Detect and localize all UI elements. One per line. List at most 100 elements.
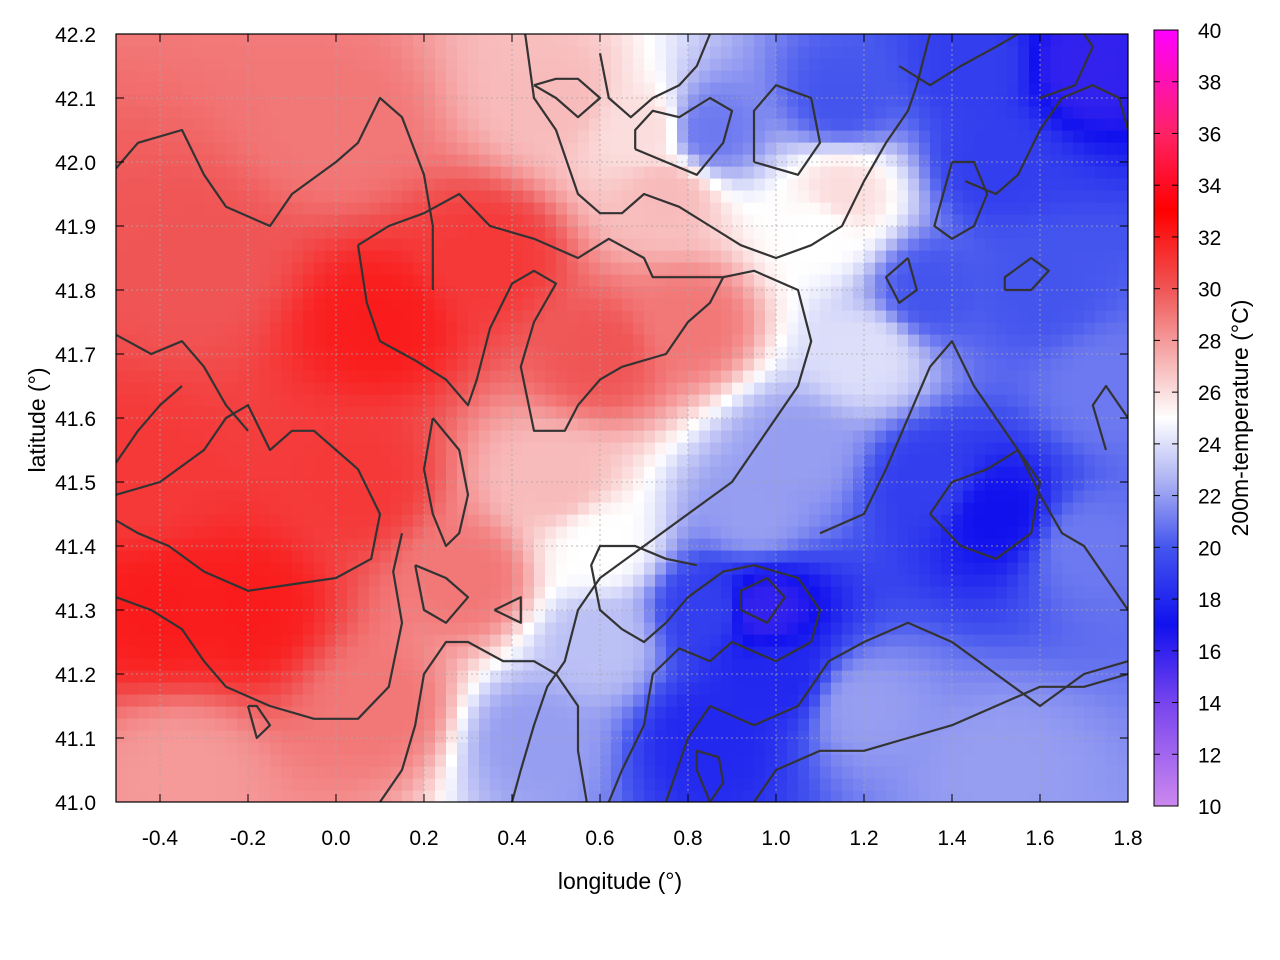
heatmap-cell — [985, 370, 997, 383]
heatmap-cell — [512, 334, 524, 347]
heatmap-cell — [963, 574, 975, 587]
heatmap-cell — [677, 730, 689, 743]
heatmap-cell — [479, 682, 491, 695]
heatmap-cell — [512, 790, 524, 802]
heatmap-cell — [501, 394, 513, 407]
heatmap-cell — [303, 634, 315, 647]
heatmap-cell — [622, 214, 634, 227]
heatmap-cell — [699, 586, 711, 599]
heatmap-cell — [127, 274, 139, 287]
heatmap-cell — [556, 286, 568, 299]
heatmap-cell — [853, 646, 865, 659]
heatmap-cell — [765, 754, 777, 767]
heatmap-cell — [226, 298, 238, 311]
heatmap-cell — [336, 418, 348, 431]
heatmap-cell — [413, 610, 425, 623]
heatmap-cell — [413, 718, 425, 731]
heatmap-cell — [171, 646, 183, 659]
heatmap-cell — [820, 574, 832, 587]
heatmap-cell — [259, 166, 271, 179]
heatmap-cell — [622, 166, 634, 179]
heatmap-cell — [842, 730, 854, 743]
heatmap-cell — [391, 430, 403, 443]
heatmap-cell — [358, 382, 370, 395]
heatmap-cell — [1106, 274, 1118, 287]
heatmap-cell — [446, 166, 458, 179]
heatmap-cell — [369, 742, 381, 755]
heatmap-cell — [787, 226, 799, 239]
heatmap-cell — [457, 346, 469, 359]
heatmap-cell — [952, 646, 964, 659]
heatmap-cell — [413, 178, 425, 191]
heatmap-cell — [1007, 766, 1019, 779]
heatmap-cell — [831, 742, 843, 755]
heatmap-cell — [600, 502, 612, 515]
heatmap-cell — [688, 406, 700, 419]
heatmap-cell — [391, 154, 403, 167]
heatmap-cell — [974, 154, 986, 167]
heatmap-cell — [776, 598, 788, 611]
heatmap-cell — [292, 166, 304, 179]
heatmap-cell — [215, 598, 227, 611]
heatmap-cell — [1040, 454, 1052, 467]
heatmap-cell — [149, 490, 161, 503]
heatmap-cell — [325, 670, 337, 683]
heatmap-cell — [424, 358, 436, 371]
heatmap-cell — [842, 262, 854, 275]
heatmap-cell — [1018, 598, 1030, 611]
heatmap-cell — [864, 658, 876, 671]
heatmap-cell — [864, 502, 876, 515]
heatmap-cell — [1106, 406, 1118, 419]
heatmap-cell — [402, 322, 414, 335]
heatmap-cell — [380, 766, 392, 779]
heatmap-cell — [1062, 466, 1074, 479]
heatmap-cell — [996, 442, 1008, 455]
heatmap-cell — [325, 454, 337, 467]
heatmap-cell — [171, 766, 183, 779]
heatmap-cell — [820, 226, 832, 239]
heatmap-cell — [908, 562, 920, 575]
heatmap-cell — [1062, 298, 1074, 311]
heatmap-cell — [171, 634, 183, 647]
heatmap-cell — [1040, 730, 1052, 743]
heatmap-cell — [171, 202, 183, 215]
heatmap-cell — [622, 310, 634, 323]
heatmap-cell — [765, 490, 777, 503]
heatmap-cell — [248, 346, 260, 359]
heatmap-cell — [578, 406, 590, 419]
heatmap-cell — [578, 670, 590, 683]
heatmap-cell — [446, 790, 458, 802]
heatmap-cell — [402, 442, 414, 455]
heatmap-cell — [545, 442, 557, 455]
heatmap-cell — [292, 298, 304, 311]
heatmap-cell — [919, 358, 931, 371]
heatmap-cell — [435, 754, 447, 767]
heatmap-cell — [886, 262, 898, 275]
heatmap-cell — [798, 286, 810, 299]
heatmap-cell — [886, 334, 898, 347]
heatmap-cell — [765, 634, 777, 647]
heatmap-cell — [919, 418, 931, 431]
heatmap-cell — [336, 550, 348, 563]
heatmap-cell — [292, 322, 304, 335]
heatmap-cell — [281, 286, 293, 299]
heatmap-cell — [831, 298, 843, 311]
heatmap-cell — [930, 466, 942, 479]
heatmap-cell — [699, 154, 711, 167]
heatmap-cell — [699, 190, 711, 203]
heatmap-cell — [952, 706, 964, 719]
heatmap-cell — [633, 298, 645, 311]
heatmap-cell — [556, 622, 568, 635]
heatmap-cell — [1018, 646, 1030, 659]
heatmap-cell — [468, 610, 480, 623]
heatmap-cell — [336, 322, 348, 335]
heatmap-cell — [237, 694, 249, 707]
heatmap-cell — [303, 778, 315, 791]
heatmap-cell — [622, 454, 634, 467]
heatmap-cell — [193, 274, 205, 287]
heatmap-cell — [369, 778, 381, 791]
heatmap-cell — [941, 646, 953, 659]
heatmap-cell — [226, 454, 238, 467]
heatmap-cell — [743, 670, 755, 683]
heatmap-cell — [347, 190, 359, 203]
